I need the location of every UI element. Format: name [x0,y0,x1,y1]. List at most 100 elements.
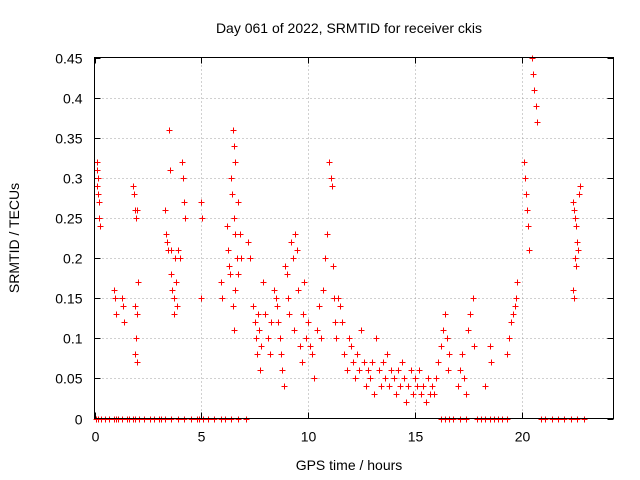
data-point [442,311,449,318]
data-point [457,416,464,423]
y-tick-label: 0.3 [63,171,83,187]
data-point [232,159,239,166]
data-point [284,271,291,278]
data-point [231,143,238,150]
data-point [295,287,302,294]
data-point [243,416,250,423]
data-point [290,255,297,262]
data-point [175,247,182,254]
x-axis-label: GPS time / hours [296,457,403,473]
data-point [255,311,262,318]
data-point [573,263,580,270]
data-point [211,416,218,423]
data-point [228,175,235,182]
data-point [171,311,178,318]
data-point [268,319,275,326]
data-point [303,335,310,342]
data-point [322,255,329,262]
data-point [344,367,351,374]
data-point [382,375,389,382]
data-point [335,295,342,302]
data-point [378,383,385,390]
data-point [297,343,304,350]
data-point [262,311,269,318]
data-point [438,343,445,350]
data-point [549,416,556,423]
data-point [577,183,584,190]
data-point [188,416,195,423]
data-point [131,191,138,198]
data-point [386,383,393,390]
data-point [226,263,233,270]
data-point [198,295,205,302]
data-point [171,295,178,302]
data-point [218,279,225,286]
data-point [274,303,281,310]
data-point [286,311,293,318]
data-point [529,55,536,62]
data-point [229,191,236,198]
data-point [95,191,102,198]
data-point [524,207,531,214]
data-point [408,367,415,374]
data-point [316,303,323,310]
data-point [572,215,579,222]
data-point [542,416,549,423]
data-point [282,263,289,270]
data-point [571,295,578,302]
data-point [522,175,529,182]
data-point [164,239,171,246]
y-tick-label: 0.1 [63,331,83,347]
data-point [401,375,408,382]
data-point [111,287,118,294]
data-point [121,319,128,326]
data-point [530,71,537,78]
data-point [332,319,339,326]
data-point [463,391,470,398]
data-point [314,327,321,334]
data-point [309,351,316,358]
data-point [412,375,419,382]
data-point [97,223,104,230]
data-point [95,175,102,182]
data-point [224,223,231,230]
data-point [219,295,226,302]
data-point [231,327,238,334]
data-point [433,375,440,382]
data-point [230,127,237,134]
data-point [455,383,462,390]
data-point [513,295,520,302]
data-point [291,327,298,334]
data-point [94,167,101,174]
data-point [225,247,232,254]
data-point [470,295,477,302]
chart-title: Day 061 of 2022, SRMTID for receiver cki… [216,20,482,36]
data-point [134,207,141,214]
data-point [299,359,306,366]
data-point [526,247,533,254]
data-point [94,183,101,190]
data-point [573,223,580,230]
data-point [356,367,363,374]
data-point [463,416,470,423]
data-point [459,351,466,358]
data-point [431,391,438,398]
data-point [162,207,169,214]
data-point [487,343,494,350]
data-point [277,335,284,342]
data-point [467,311,474,318]
data-point [198,199,205,206]
data-point [205,416,212,423]
data-point [279,367,286,374]
data-point [457,367,464,374]
data-point [181,199,188,206]
data-point [391,375,398,382]
data-point [330,263,337,270]
data-point [465,327,472,334]
data-point [446,351,453,358]
data-point [405,383,412,390]
data-point [134,311,141,318]
data-point [235,271,242,278]
data-point [440,327,447,334]
data-point [482,383,489,390]
